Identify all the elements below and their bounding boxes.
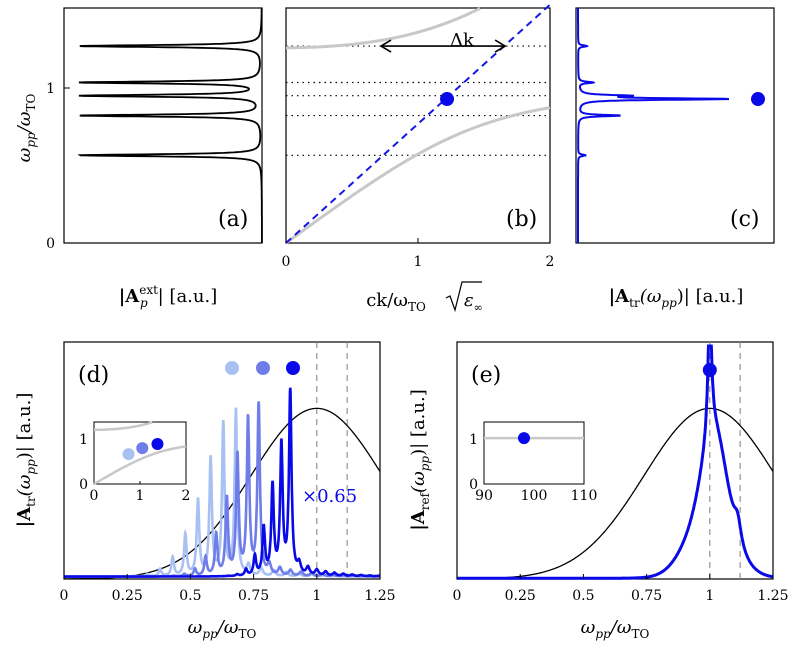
panel-d-xtick-3: 0.75 xyxy=(238,588,269,604)
panel-d-xtick-4: 1 xyxy=(312,588,321,604)
panel-e-xtick-3: 0.75 xyxy=(631,588,662,604)
panel-e-inset-xtick-2: 110 xyxy=(571,488,598,504)
panel-d-inset: 0 1 2 0 1 xyxy=(79,421,191,504)
panel-d-xtick-0: 0 xyxy=(60,588,69,604)
panel-b: Δk 0 1 2 (b) ck/ωTO ε∞ xyxy=(282,3,555,314)
panel-d-xtick-1: 0.25 xyxy=(112,588,143,604)
panel-a-label: (a) xyxy=(218,207,248,232)
panel-d-inset-point-medium xyxy=(136,442,149,455)
panel-b-delta-k: Δk xyxy=(450,30,475,51)
panel-d-inset-ytick-0: 0 xyxy=(79,477,88,493)
panel-d-xtick-5: 1.25 xyxy=(364,588,395,604)
panel-c: (c) |Atr(ωpp)| [a.u.] xyxy=(575,7,775,310)
panel-c-label: (c) xyxy=(730,207,760,232)
panel-e-xlabel: ωpp/ωTO xyxy=(581,617,650,641)
panel-e: (e) 0 0.25 0.5 0.75 1 1.25 ωpp/ωTO |Aref… xyxy=(408,341,789,641)
panel-d-xlabel: ωpp/ωTO xyxy=(188,617,257,641)
panel-d-inset-upper-curve xyxy=(94,421,153,432)
panel-e-reflected-line xyxy=(457,344,774,580)
panel-d-frame xyxy=(63,341,381,580)
panel-e-xtick-5: 1.25 xyxy=(757,588,788,604)
panel-d: ×0.65 (d) 0 0.25 0.5 0.75 1 1.25 ωpp/ωTO… xyxy=(14,341,396,641)
panel-d-series-dark xyxy=(64,387,381,578)
panel-d-xticks: 0 0.25 0.5 0.75 1 1.25 xyxy=(60,588,396,604)
panel-c-frame xyxy=(575,7,775,244)
panel-d-scale-annotation: ×0.65 xyxy=(302,486,357,507)
panel-b-xlabel-sqrt: ε∞ xyxy=(464,290,483,314)
panel-b-xtick-1: 1 xyxy=(414,254,423,270)
panel-e-inset-ytick-0: 0 xyxy=(469,477,478,493)
panel-d-inset-point-light xyxy=(122,448,135,461)
panel-a-frame xyxy=(63,7,263,244)
panel-a: 0 1 (a) ωpp/ωTO |Aext p | [a.u.] xyxy=(14,7,263,310)
panel-b-dotted-levels xyxy=(286,45,550,156)
panel-e-inset: 90 100 110 0 1 xyxy=(469,421,598,504)
panel-d-dashed-lines xyxy=(316,342,348,579)
panel-e-xtick-2: 0.5 xyxy=(572,588,594,604)
panel-e-xtick-1: 0.25 xyxy=(505,588,536,604)
panel-e-label: (e) xyxy=(471,363,501,388)
panel-b-upper-polariton xyxy=(286,7,481,50)
panel-a-xlabel: |Aext p | [a.u.] xyxy=(119,283,218,310)
panel-d-inset-lower-curve xyxy=(93,445,187,486)
panel-e-xtick-0: 0 xyxy=(453,588,462,604)
panel-e-inset-frame xyxy=(483,421,585,485)
panel-a-ylabel: ωpp/ωTO xyxy=(14,94,38,163)
panel-c-spectrum-line xyxy=(577,8,729,243)
panel-a-spectrum-line xyxy=(77,8,263,243)
panel-b-sqrt-sign xyxy=(445,281,482,313)
panel-a-ytick-0: 0 xyxy=(46,236,55,252)
panel-b-xtick-0: 0 xyxy=(282,254,291,270)
panel-e-ylabel: |Aref(ωpp)| [a.u.] xyxy=(408,389,432,531)
panel-d-legend-dot-dark xyxy=(286,361,300,375)
panel-a-ytick-1: 1 xyxy=(46,81,55,97)
panel-c-marker xyxy=(751,92,765,107)
panel-e-marker xyxy=(702,363,717,377)
panel-b-xticks: 0 1 2 xyxy=(282,254,555,270)
panel-e-xticks: 0 0.25 0.5 0.75 1 1.25 xyxy=(453,588,789,604)
panel-c-xlabel: |Atr(ωpp)| [a.u.] xyxy=(609,286,744,310)
panel-b-marker xyxy=(440,92,455,107)
panel-b-label: (b) xyxy=(506,207,537,232)
panel-d-legend-dot-light xyxy=(225,361,239,375)
panel-b-xtick-2: 2 xyxy=(546,254,555,270)
panel-b-xlabel: ck/ωTO xyxy=(366,290,426,314)
panel-d-xtick-2: 0.5 xyxy=(179,588,201,604)
panel-d-inset-xtick-1: 1 xyxy=(136,488,145,504)
panel-e-inset-ytick-1: 1 xyxy=(469,432,478,448)
panel-d-inset-xtick-0: 0 xyxy=(90,488,99,504)
panel-d-inset-xtick-2: 2 xyxy=(182,488,191,504)
panel-e-inset-point xyxy=(518,432,530,445)
panel-e-inset-xtick-1: 100 xyxy=(521,488,548,504)
panel-d-ylabel: |Atr(ωpp)| [a.u.] xyxy=(14,393,38,528)
panel-d-label: (d) xyxy=(78,363,109,388)
panel-d-legend-dot-medium xyxy=(256,361,270,375)
panel-d-inset-ytick-1: 1 xyxy=(79,432,88,448)
panel-b-arrowhead-left xyxy=(379,39,392,53)
panel-d-inset-point-dark xyxy=(151,438,164,451)
panel-e-xtick-4: 1 xyxy=(705,588,714,604)
panel-b-arrowhead-right xyxy=(494,39,507,53)
panel-b-lower-polariton xyxy=(285,106,551,245)
panel-e-inset-xtick-0: 90 xyxy=(475,488,493,504)
